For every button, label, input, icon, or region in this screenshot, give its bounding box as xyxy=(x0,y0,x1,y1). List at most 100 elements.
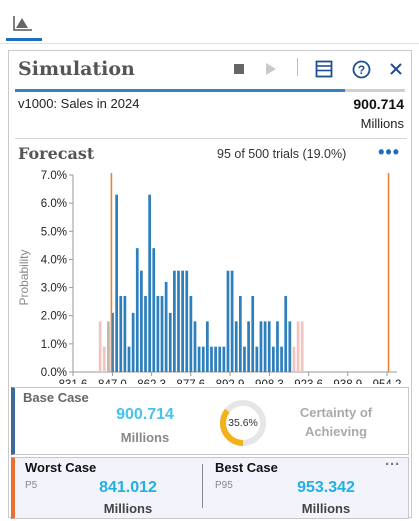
histogram-bar xyxy=(185,270,189,372)
histogram-bar xyxy=(135,248,139,372)
chart-icon[interactable] xyxy=(12,14,34,32)
cases-separator xyxy=(202,464,203,508)
worst-case-unit: Millions xyxy=(103,501,153,516)
forecast-info: v1000: Sales in 2024 900.714 Millions xyxy=(18,96,408,136)
y-tick-label: 7.0% xyxy=(41,170,67,182)
histogram-bar xyxy=(168,312,172,372)
histogram-bar xyxy=(156,296,160,372)
base-case-unit: Millions xyxy=(120,430,170,445)
histogram-bar xyxy=(238,296,242,372)
forecast-title: Forecast xyxy=(18,144,95,163)
histogram-bar xyxy=(226,270,230,372)
x-tick-label: 938.9 xyxy=(333,379,362,384)
percentile-cases-card: Worst Case P5 841.012 Millions Best Case… xyxy=(11,456,409,519)
y-tick-label: 4.0% xyxy=(41,254,67,266)
forecast-name: v1000: Sales in 2024 xyxy=(18,96,140,111)
tail-bar xyxy=(292,346,296,372)
more-options-icon[interactable]: ••• xyxy=(378,142,400,162)
x-tick-label: 908.3 xyxy=(255,379,284,384)
tail-bar xyxy=(98,321,102,372)
close-icon[interactable] xyxy=(386,59,406,79)
histogram-bar xyxy=(210,346,213,372)
histogram-bar xyxy=(144,296,147,372)
histogram-bar xyxy=(173,270,176,372)
histogram-bar xyxy=(276,321,279,372)
x-tick-label: 831.6 xyxy=(59,379,88,384)
tail-bar xyxy=(296,321,300,372)
x-tick-label: 862.3 xyxy=(137,379,166,384)
stop-icon[interactable] xyxy=(229,59,249,79)
section-divider xyxy=(15,138,407,139)
histogram-bar xyxy=(271,346,275,372)
y-tick-label: 0.0% xyxy=(41,367,67,379)
histogram-bar xyxy=(255,346,259,372)
histogram-bar xyxy=(197,346,201,372)
certainty-label: Certainty of Achieving xyxy=(299,405,373,439)
histogram-bar xyxy=(263,321,267,372)
y-axis-label: Probability xyxy=(17,249,31,305)
worst-case-label: Worst Case xyxy=(25,460,97,475)
histogram-bar xyxy=(251,296,255,372)
svg-text:?: ? xyxy=(357,63,364,77)
histogram-bar xyxy=(177,270,180,372)
histogram-bar xyxy=(230,270,234,372)
histogram-bar xyxy=(189,296,193,372)
forecast-value: 900.714 xyxy=(353,96,404,112)
tail-bar xyxy=(107,321,110,372)
help-icon[interactable]: ? xyxy=(351,59,371,79)
histogram-bar xyxy=(267,321,271,372)
x-tick-label: 877.6 xyxy=(176,379,205,384)
trials-count: 95 of 500 trials (19.0%) xyxy=(217,147,347,161)
histogram-bar xyxy=(193,321,197,372)
histogram-bar xyxy=(222,346,226,372)
forecast-histogram: 0.0% 1.0% 2.0% 3.0% 4.0% 5.0% 6.0% 7.0% Probabil… xyxy=(17,170,402,384)
active-tab-indicator xyxy=(6,38,42,41)
best-case-unit: Millions xyxy=(301,501,351,516)
worst-case-percentile: P5 xyxy=(25,480,38,491)
histogram-bar xyxy=(115,194,119,372)
histogram-bar xyxy=(259,321,263,372)
panel-title: Simulation xyxy=(18,58,135,80)
histogram-bar xyxy=(119,296,123,372)
y-tick-label: 6.0% xyxy=(41,198,67,210)
panel-header: Simulation ? xyxy=(9,51,411,92)
best-case-percentile: P95 xyxy=(215,480,233,491)
base-case-card: Base Case 900.714 Millions 35.6% Certain… xyxy=(11,387,409,455)
histogram-bar xyxy=(247,321,250,372)
x-tick-label: 923.6 xyxy=(294,379,323,384)
histogram-bar xyxy=(160,296,164,372)
simulation-progress-bar xyxy=(15,89,405,92)
play-icon[interactable] xyxy=(261,59,281,79)
layout-icon[interactable] xyxy=(314,59,334,79)
y-tick-label: 5.0% xyxy=(41,226,67,238)
x-tick-label: 892.9 xyxy=(216,379,245,384)
forecast-unit: Millions xyxy=(360,116,404,131)
histogram-bar xyxy=(206,321,209,372)
x-tick-label: 954.2 xyxy=(373,379,402,384)
histogram-bar xyxy=(288,321,292,372)
forecast-header: Forecast 95 of 500 trials (19.0%) ••• xyxy=(18,142,408,166)
cases-more-icon[interactable]: ··· xyxy=(385,456,400,473)
tail-bar xyxy=(102,346,106,372)
histogram-bar xyxy=(127,346,131,372)
x-tick-label: 847.0 xyxy=(98,379,127,384)
certainty-percent: 35.6% xyxy=(228,417,258,429)
base-case-value: 900.714 xyxy=(116,406,174,423)
histogram-bar xyxy=(123,296,127,372)
histogram-bar xyxy=(164,281,168,372)
simulation-panel: Simulation ? xyxy=(8,50,412,519)
histogram-bar xyxy=(218,346,222,372)
histogram-bar xyxy=(284,296,288,372)
histogram-bar xyxy=(131,312,135,372)
histogram-bar xyxy=(152,248,156,372)
certainty-gauge xyxy=(220,400,266,446)
worst-case-value: 841.012 xyxy=(99,479,157,496)
histogram-bar xyxy=(234,321,238,372)
histogram-bar xyxy=(140,270,143,372)
histogram-bar xyxy=(111,312,114,372)
toolbar-separator xyxy=(297,58,298,76)
base-case-label: Base Case xyxy=(23,390,89,405)
histogram-bar xyxy=(148,194,151,372)
histogram-bar xyxy=(214,346,217,372)
simulation-progress-fill xyxy=(15,89,345,92)
